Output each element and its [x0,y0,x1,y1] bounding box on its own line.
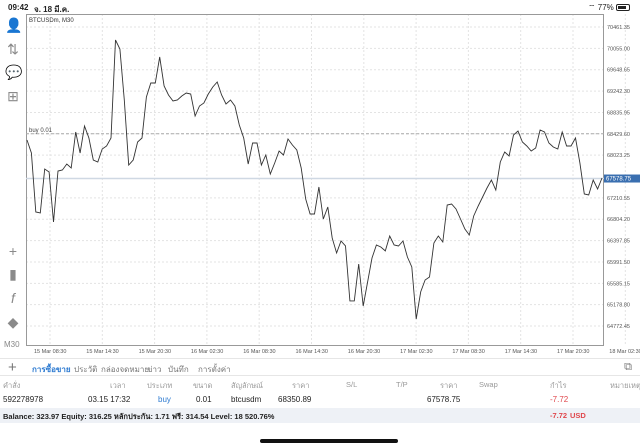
bottom-tabs: + การซื้อขาย ประวัติ กล่องจดหมาย ข่าว บั… [0,358,640,376]
x-tick-label: 15 Mar 14:30 [86,349,118,355]
order-current-price: 67578.75 [427,395,461,404]
order-id: 592278978 [3,395,44,404]
price-chart[interactable]: BTCUSDm, M30 70461.35 70055.00 69648.65 692… [26,14,640,358]
balance-text: Balance: 323.97 Equity: 316.25 หลักประกั… [3,412,275,421]
tab-news[interactable]: ข่าว [147,365,162,374]
balance-row: Balance: 323.97 Equity: 316.25 หลักประกั… [0,408,640,423]
x-tick-label: 17 Mar 08:30 [452,349,484,355]
y-tick-label: 70055.00 [607,46,630,52]
y-tick-label: 68835.95 [607,110,630,116]
x-tick-label: 15 Mar 08:30 [34,349,66,355]
plot-frame [26,14,604,346]
x-tick-label: 17 Mar 14:30 [505,349,537,355]
tab-journal[interactable]: บันทึก [168,365,189,374]
y-tick-label: 65991.50 [607,260,630,266]
home-indicator[interactable] [260,439,398,443]
status-bar: 09:42 จ. 18 มี.ค. ⌔ 77% [0,0,640,14]
total-profit: -7.72 [550,411,568,420]
y-tick-label: 69242.30 [607,89,630,95]
new-document-icon[interactable]: ⊞ [7,88,19,104]
col-profit: กำไร [550,381,567,390]
order-symbol: btcusdm [231,395,262,404]
current-price-label: 67578.75 [606,177,632,183]
order-type: buy [158,395,171,404]
layout-icon[interactable]: ⧉ [624,361,632,373]
y-tick-label: 66397.85 [607,239,630,245]
x-tick-label: 17 Mar 20:30 [557,349,589,355]
chat-icon[interactable]: 💬 [5,64,23,80]
y-tick-label: 66804.20 [607,217,630,223]
order-profit: -7.72 [550,395,569,404]
current-price-badge [604,174,640,183]
account-icon[interactable]: 👤 [5,17,23,33]
tab-settings[interactable]: การตั้งค่า [198,365,231,374]
x-tick-label: 16 Mar 14:30 [296,349,328,355]
status-date: จ. 18 มี.ค. [34,5,70,14]
col-time: เวลา [110,381,126,390]
price-line [26,39,603,320]
objects-icon[interactable]: ◆ [7,314,19,330]
y-tick-label: 65178.80 [607,303,630,309]
chart-type-icon[interactable]: ▮ [9,266,17,282]
wifi-icon: ⌔ [587,3,596,12]
crosshair-icon[interactable]: + [8,243,18,259]
trade-arrows-icon[interactable]: ⇅ [7,41,19,57]
y-tick-label: 64772.45 [607,324,630,330]
tab-trade[interactable]: การซื้อขาย [32,365,71,374]
col-price: ราคา [440,381,458,390]
battery-status: ⌔ 77% [588,3,630,13]
col-size: ขนาด [193,381,213,390]
x-tick-label: 17 Mar 02:30 [400,349,432,355]
indicator-icon[interactable]: f [11,290,15,306]
tab-history[interactable]: ประวัติ [74,365,98,374]
x-tick-label: 16 Mar 20:30 [348,349,380,355]
col-order: คำสั่ง [3,381,21,390]
col-open-price: ราคา [292,381,310,390]
tab-mailbox[interactable]: กล่องจดหมาย [101,365,150,374]
x-tick-label: 18 Mar 02:30 [609,349,640,355]
col-symbol: สัญลักษณ์ [231,381,264,390]
add-icon[interactable]: + [8,359,17,376]
col-comment: หมายเหตุ [610,381,640,390]
table-row[interactable]: 592278978 03.15 17:32 buy 0.01 btcusdm 6… [0,392,640,408]
x-tick-label: 15 Mar 20:30 [139,349,171,355]
col-sl: S/L [346,380,358,389]
x-tick-label: 16 Mar 02:30 [191,349,223,355]
chart-grid [26,14,626,345]
col-swap: Swap [479,380,498,389]
left-toolbar: 👤 ⇅ 💬 ⊞ + ▮ f ◆ M30 [0,14,26,354]
battery-percent: 77% [597,3,614,12]
order-size: 0.01 [196,395,212,404]
status-time: 09:42 [8,3,29,12]
col-type: ประเภท [147,381,173,390]
currency: USD [570,411,586,420]
y-tick-label: 68429.60 [607,132,630,138]
col-tp: T/P [396,380,408,389]
y-tick-label: 65585.15 [607,281,630,287]
order-time: 03.15 17:32 [88,395,131,404]
x-tick-label: 16 Mar 08:30 [243,349,275,355]
symbol-label: BTCUSDm, M30 [29,18,74,24]
order-open-price: 68350.89 [278,395,312,404]
timeframe-button[interactable]: M30 [4,340,20,349]
y-tick-label: 69648.65 [607,68,630,74]
y-tick-label: 68023.25 [607,153,630,159]
y-tick-label: 70461.35 [607,25,630,31]
table-header: คำสั่ง เวลา ประเภท ขนาด สัญลักษณ์ ราคา S… [0,377,640,391]
battery-icon [616,4,630,12]
order-line-label: buy 0.01 [29,128,53,134]
y-tick-label: 67210.55 [607,196,630,202]
